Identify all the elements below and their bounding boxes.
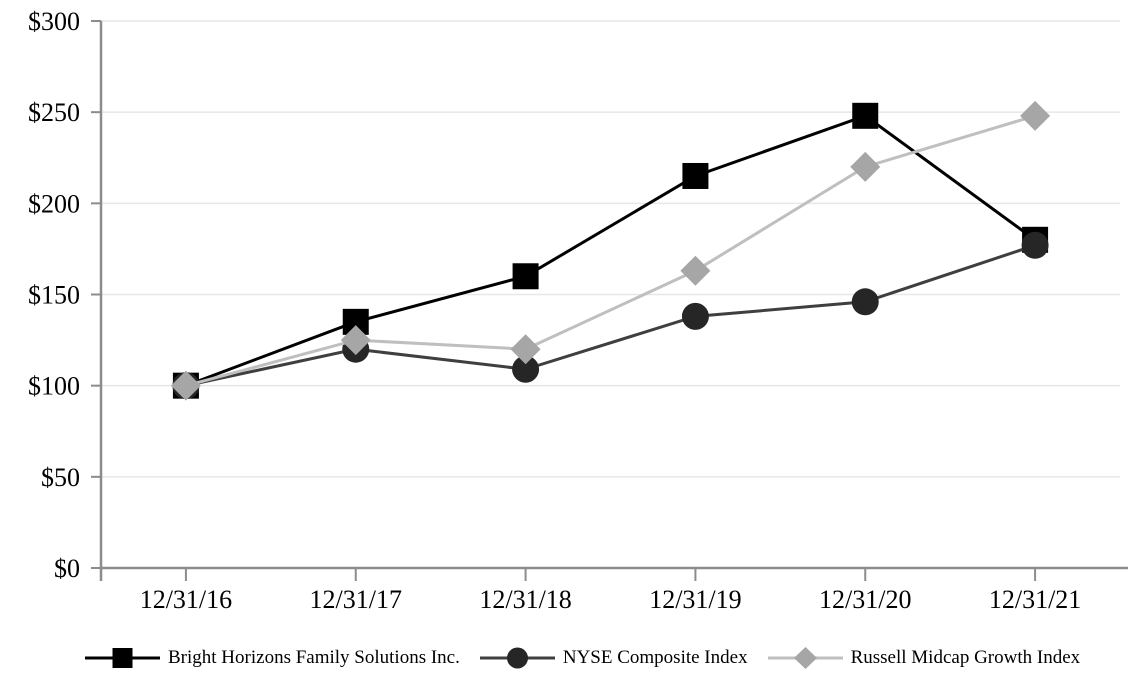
data-point-diamond bbox=[1020, 100, 1051, 131]
data-point-circle bbox=[851, 288, 879, 316]
legend-item-nyse-composite: NYSE Composite Index bbox=[479, 645, 748, 671]
y-tick-label: $50 bbox=[41, 463, 80, 492]
legend-key-part bbox=[506, 647, 528, 669]
data-point-diamond bbox=[680, 255, 711, 286]
y-tick-label: $300 bbox=[28, 7, 80, 36]
x-tick-label: 12/31/17 bbox=[310, 585, 402, 614]
legend-key-circle-icon bbox=[479, 647, 555, 669]
x-tick-label: 12/31/19 bbox=[649, 585, 741, 614]
series-line-1 bbox=[185, 243, 1036, 388]
chart-canvas: $0 $50 $100 $150 $200 $250 $300 12/31/16 12/31/1… bbox=[28, 7, 1128, 614]
y-tick-label: $100 bbox=[28, 372, 80, 401]
series-line-0 bbox=[185, 114, 1036, 388]
data-point-circle bbox=[512, 355, 540, 383]
legend-key-part bbox=[793, 647, 817, 669]
legend-key-part bbox=[112, 648, 133, 668]
y-tick-label: $250 bbox=[28, 98, 80, 127]
data-point-square bbox=[682, 162, 709, 189]
legend-key-square-icon bbox=[85, 648, 160, 668]
series-line-2 bbox=[185, 114, 1036, 388]
y-tick-label: $150 bbox=[28, 281, 80, 310]
data-point-diamond bbox=[850, 151, 881, 182]
y-tick-label: $200 bbox=[28, 189, 80, 218]
legend-item-bright-horizons: Bright Horizons Family Solutions Inc. bbox=[85, 645, 460, 671]
data-point-diamond bbox=[170, 370, 201, 401]
data-point-circle bbox=[1021, 231, 1049, 259]
legend-label-bright-horizons: Bright Horizons Family Solutions Inc. bbox=[168, 647, 460, 668]
data-point-circle bbox=[681, 302, 709, 330]
x-tick-label: 12/31/20 bbox=[819, 585, 911, 614]
legend-item-russell-midcap: Russell Midcap Growth Index bbox=[767, 645, 1081, 671]
data-point-square bbox=[852, 102, 879, 129]
legend-label-russell-midcap: Russell Midcap Growth Index bbox=[850, 647, 1081, 668]
data-point-square bbox=[512, 263, 539, 290]
legend-label-nyse-composite: NYSE Composite Index bbox=[562, 647, 748, 668]
data-point-diamond bbox=[340, 325, 371, 356]
x-tick-label: 12/31/18 bbox=[479, 585, 571, 614]
x-tick-label: 12/31/21 bbox=[989, 585, 1081, 614]
x-tick-label: 12/31/16 bbox=[140, 585, 232, 614]
legend-key-diamond-icon bbox=[767, 647, 843, 669]
chart-legend: Bright Horizons Family Solutions Inc. NY… bbox=[85, 645, 1080, 671]
y-tick-label: $0 bbox=[54, 554, 80, 583]
data-point-diamond bbox=[510, 334, 541, 365]
